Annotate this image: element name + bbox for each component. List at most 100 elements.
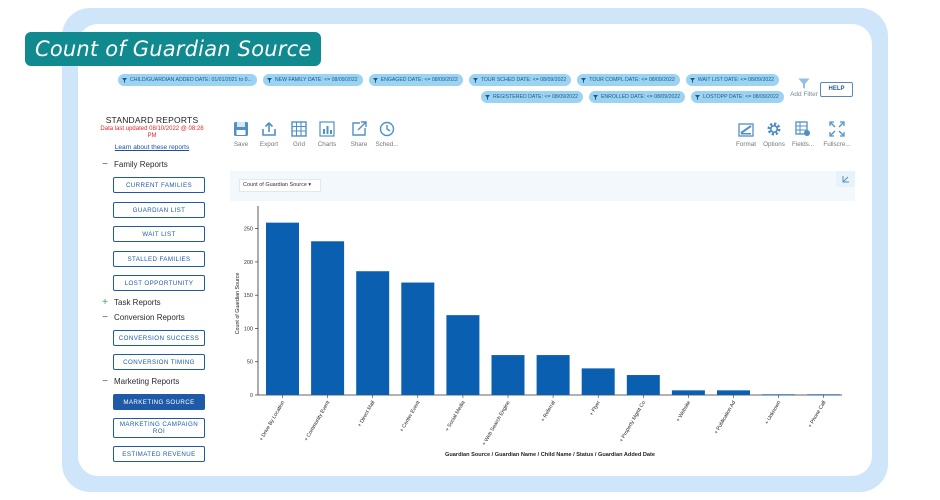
- bar: [536, 355, 570, 395]
- save-button[interactable]: Save: [227, 121, 255, 148]
- filter-chip[interactable]: NEW FAMILY DATE: <= 08/09/2022: [262, 74, 363, 86]
- sidebar-item-guardian-list[interactable]: GUARDIAN LIST: [113, 202, 205, 218]
- charts-button[interactable]: Charts: [313, 121, 341, 148]
- format-button[interactable]: Format: [732, 121, 760, 148]
- measure-select[interactable]: Count of Guardian Source ▾: [239, 179, 321, 192]
- funnel-icon: [689, 77, 695, 83]
- bar: [581, 368, 615, 395]
- export-button[interactable]: Export: [255, 121, 283, 148]
- learn-about-reports-link[interactable]: Learn about these reports: [114, 144, 190, 151]
- sidebar-item-stalled-families[interactable]: STALLED FAMILIES: [113, 251, 205, 267]
- export-label: Export: [259, 141, 279, 148]
- gear-icon: [767, 122, 781, 136]
- x-tick-label: + Drive By Location: [258, 400, 286, 442]
- funnel-icon: [485, 94, 490, 100]
- y-tick-label: 0: [250, 393, 253, 399]
- format-label: Format: [736, 141, 756, 148]
- sidebar-item-wait-list[interactable]: WAIT LIST: [113, 226, 205, 242]
- section-label: Family Reports: [114, 160, 168, 169]
- bar: [356, 271, 390, 395]
- chart-header-bar: [230, 171, 855, 201]
- bar: [311, 241, 345, 395]
- sidebar-item-conversion-timing[interactable]: CONVERSION TIMING: [113, 354, 205, 370]
- filter-row-2: REGISTERED DATE: <= 08/09/2022 ENROLLED D…: [481, 91, 784, 103]
- clock-icon: [379, 121, 395, 137]
- family-reports-section[interactable]: − Family Reports: [101, 159, 168, 169]
- funnel-icon: [266, 77, 272, 83]
- filter-chip[interactable]: LOSTOPP DATE: <= 08/09/2022: [691, 91, 784, 103]
- task-reports-section[interactable]: + Task Reports: [101, 297, 161, 307]
- options-label: Options: [763, 141, 785, 148]
- bar: [446, 315, 480, 395]
- funnel-icon: [372, 77, 378, 83]
- filter-chip[interactable]: ENROLLED DATE: <= 08/09/2022: [588, 91, 686, 103]
- filter-chip-label: WAIT LIST DATE: <= 08/09/2022: [697, 77, 775, 83]
- filter-chip[interactable]: REGISTERED DATE: <= 08/09/2022: [481, 91, 583, 103]
- expand-chart-icon: [842, 176, 849, 183]
- fullscreen-label: Fullscre...: [823, 141, 851, 148]
- share-button[interactable]: Share: [345, 121, 373, 148]
- sidebar-item-marketing-source[interactable]: MARKETING SOURCE: [113, 394, 205, 410]
- collapse-icon: −: [102, 311, 108, 323]
- filter-chip-label: TOUR SCHED DATE: <= 08/09/2022: [480, 77, 567, 83]
- filter-chip[interactable]: TOUR COMPL DATE: <= 08/09/2022: [577, 74, 680, 86]
- filter-chip-label: CHILD/GUARDIAN ADDED DATE: 01/01/2021 to…: [130, 77, 252, 83]
- chart-expand-button[interactable]: [836, 171, 855, 187]
- x-tick-label: + Referral: [540, 400, 557, 423]
- sidebar-item-estimated-revenue[interactable]: ESTIMATED REVENUE: [113, 446, 205, 462]
- filter-chip-label: TOUR COMPL DATE: <= 08/09/2022: [589, 77, 675, 83]
- charts-label: Charts: [317, 141, 337, 148]
- sidebar-item-conversion-success[interactable]: CONVERSION SUCCESS: [113, 330, 205, 346]
- filter-chip-label: ENROLLED DATE: <= 08/09/2022: [600, 94, 681, 100]
- funnel-icon: [581, 77, 587, 83]
- marketing-reports-section[interactable]: − Marketing Reports: [101, 376, 180, 386]
- page-title: Count of Guardian Source: [25, 32, 322, 66]
- funnel-icon: [472, 77, 478, 83]
- funnel-icon: [695, 94, 701, 100]
- grid-button[interactable]: Grid: [285, 121, 313, 148]
- filter-chip[interactable]: ENGAGED DATE: <= 08/09/2022: [368, 74, 463, 86]
- chevron-down-icon: ▾: [306, 182, 312, 188]
- section-label: Marketing Reports: [114, 377, 180, 386]
- save-icon: [234, 122, 248, 136]
- fields-icon: [795, 121, 810, 136]
- data-updated-line2: PM: [147, 133, 157, 139]
- conversion-reports-section[interactable]: − Conversion Reports: [101, 311, 185, 323]
- data-updated-line1: Data last updated 08/10/2022 @ 08:28: [100, 126, 204, 132]
- y-axis-label: Count of Guardian Source: [235, 273, 241, 335]
- add-filter-button[interactable]: Add Filter: [787, 78, 821, 98]
- schedule-label: Sched...: [375, 141, 399, 148]
- sidebar-item-current-families[interactable]: CURRENT FAMILIES: [113, 177, 205, 193]
- filter-chip[interactable]: CHILD/GUARDIAN ADDED DATE: 01/01/2021 to…: [118, 74, 257, 86]
- bar: [671, 390, 705, 395]
- filter-chip[interactable]: TOUR SCHED DATE: <= 08/09/2022: [468, 74, 572, 86]
- bar-chart-icon: [319, 121, 335, 137]
- bar: [717, 390, 750, 395]
- x-tick-label: + Phone Call: [807, 400, 827, 429]
- filter-chip-label: ENGAGED DATE: <= 08/09/2022: [380, 77, 458, 83]
- save-label: Save: [233, 141, 249, 148]
- grid-icon: [291, 121, 307, 137]
- x-tick-label: + Website: [675, 400, 692, 423]
- schedule-button[interactable]: Sched...: [373, 121, 401, 148]
- format-icon: [738, 123, 754, 137]
- x-tick-label: + Unknown: [764, 400, 782, 426]
- sidebar-item-lost-opportunity[interactable]: LOST OPPORTUNITY: [113, 275, 205, 291]
- filter-chip-label: LOSTOPP DATE: <= 08/09/2022: [703, 94, 779, 100]
- bar: [266, 222, 299, 395]
- measure-select-value: Count of Guardian Source: [243, 182, 307, 188]
- sidebar-item-marketing-campaign-roi[interactable]: MARKETING CAMPAIGN ROI: [113, 418, 205, 438]
- fields-button[interactable]: Fields...: [789, 121, 817, 148]
- add-filter-label: Add Filter: [790, 91, 818, 98]
- fields-label: Fields...: [791, 141, 815, 148]
- export-icon: [262, 121, 276, 136]
- bar: [807, 394, 841, 396]
- data-updated-text: Data last updated 08/10/2022 @ 08:28 PM: [94, 126, 210, 140]
- fullscreen-button[interactable]: Fullscre...: [820, 121, 854, 148]
- funnel-icon: [122, 77, 127, 83]
- filter-row-1: CHILD/GUARDIAN ADDED DATE: 01/01/2021 to…: [118, 74, 780, 86]
- filter-chip[interactable]: WAIT LIST DATE: <= 08/09/2022: [685, 74, 780, 86]
- x-tick-label: + Direct Mail: [357, 400, 377, 428]
- options-button[interactable]: Options: [760, 121, 788, 148]
- help-button[interactable]: HELP: [820, 82, 853, 97]
